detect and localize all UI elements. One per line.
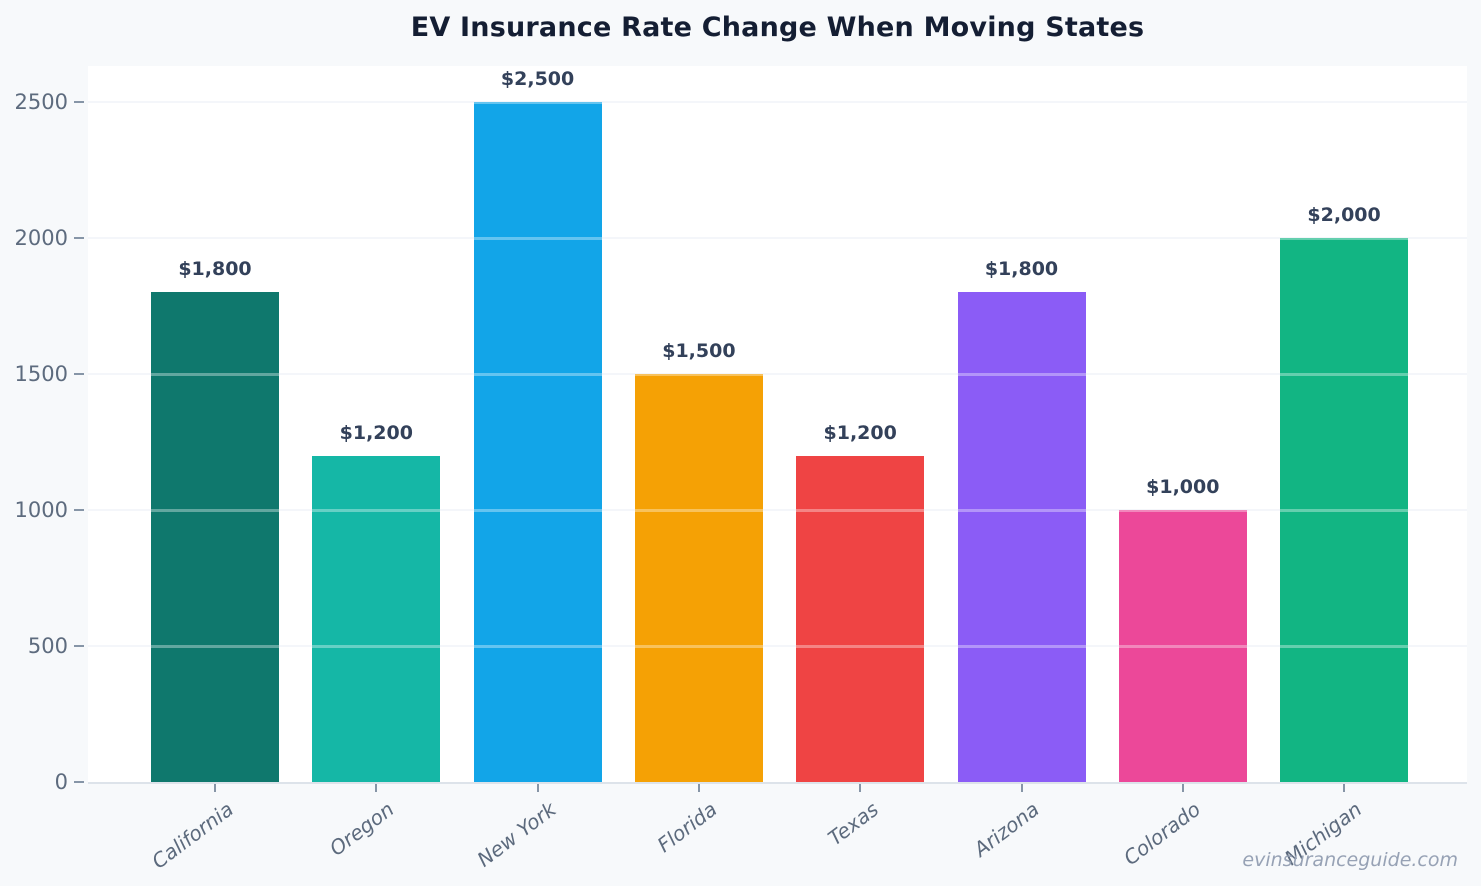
bar-value-label-michigan: $2,000 [1307, 204, 1381, 226]
watermark: evinsuranceguide.com [1242, 849, 1458, 871]
bar-california [151, 292, 279, 782]
gridline-overlay [88, 237, 1467, 240]
x-axis-label-florida: Florida [652, 797, 722, 858]
y-axis-tick [74, 373, 84, 375]
y-axis-tick-label: 2000 [14, 226, 68, 250]
gridline [88, 645, 1467, 647]
y-axis-tick [74, 101, 84, 103]
y-axis-tick-label: 0 [54, 770, 68, 794]
x-axis-tick [536, 784, 539, 792]
gridline-overlay [88, 101, 1467, 104]
x-axis-tick [1181, 784, 1184, 792]
y-axis-tick [74, 237, 84, 239]
gridline [88, 101, 1467, 103]
bar-oregon [312, 455, 441, 782]
bar-michigan [1280, 238, 1409, 782]
bar-value-label-arizona: $1,800 [984, 258, 1059, 281]
y-axis-tick-label: 2500 [14, 90, 68, 114]
x-axis-label-arizona: Arizona [969, 797, 1044, 862]
bar-new-york [473, 102, 602, 782]
bar-value-label-florida: $1,500 [662, 340, 736, 362]
x-axis-tick [1343, 784, 1346, 792]
y-axis-tick-label: 1000 [14, 498, 68, 522]
chart-title: EV Insurance Rate Change When Moving Sta… [410, 12, 1145, 43]
x-axis-tick [697, 784, 700, 792]
gridline [88, 373, 1467, 375]
bar-colorado [1118, 510, 1247, 782]
bar-arizona [957, 292, 1086, 782]
y-axis-tick [74, 781, 84, 783]
gridline-overlay [88, 373, 1467, 376]
x-axis-label-new-york: New York [472, 797, 561, 872]
gridline [88, 509, 1467, 511]
x-axis-tick [375, 784, 378, 792]
bar-texas [796, 455, 925, 782]
bar-value-label-california: $1,800 [178, 258, 252, 281]
x-axis-label-oregon: Oregon [325, 797, 399, 861]
bar-value-label-new-york: $2,500 [500, 68, 575, 90]
gridline-overlay [88, 509, 1467, 512]
x-axis-tick [214, 784, 216, 792]
y-axis-tick [74, 645, 84, 647]
x-axis-label-texas: Texas [823, 797, 883, 851]
bar-value-label-texas: $1,200 [823, 421, 897, 444]
x-axis-tick [1020, 784, 1023, 792]
y-axis-tick [74, 509, 84, 511]
gridline [88, 237, 1467, 239]
bar-florida [634, 374, 763, 782]
y-axis-tick-label: 1500 [14, 362, 68, 386]
x-axis-label-colorado: Colorado [1119, 797, 1206, 870]
bar-value-label-colorado: $1,000 [1146, 476, 1220, 498]
y-axis-tick-label: 500 [27, 634, 68, 658]
gridline-overlay [88, 645, 1467, 648]
bar-value-label-oregon: $1,200 [339, 421, 413, 444]
x-axis-line [88, 782, 1467, 784]
x-axis-tick [859, 784, 862, 792]
x-axis-label-california: California [146, 797, 238, 874]
